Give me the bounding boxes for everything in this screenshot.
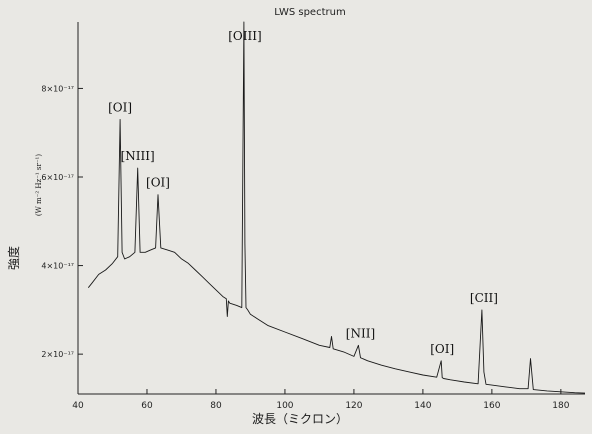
line-label: [OI]: [430, 342, 454, 356]
spectrum-line: [87, 21, 586, 394]
line-label: [NIII]: [121, 149, 155, 163]
x-tick-label: 60: [141, 401, 153, 411]
line-label: [OI]: [146, 176, 170, 190]
line-label: [OIII]: [228, 29, 261, 43]
x-axis-label: 波長（ミクロン）: [252, 412, 348, 426]
line-label: [CII]: [470, 291, 498, 305]
line-annotations: [OI] [NIII] [OI] [OIII] [NII] [OI] [CII]: [108, 29, 498, 356]
y-tick-label: 4×10⁻¹⁷: [41, 262, 74, 271]
x-tick-label: 140: [414, 401, 431, 411]
y-axis-unit: (W m⁻² Hz⁻¹ sr⁻¹): [35, 154, 43, 216]
plot-frame: [77, 22, 585, 395]
x-ticks: 40 60 80 100 120 140 160 180: [72, 389, 570, 411]
x-tick-label: 80: [210, 401, 222, 411]
line-label: [NII]: [346, 326, 375, 340]
x-tick-label: 100: [276, 401, 293, 411]
x-tick-label: 40: [72, 401, 84, 411]
y-axis-label: 強度: [6, 246, 21, 270]
y-tick-label: 8×10⁻¹⁷: [41, 84, 74, 93]
chart-title: LWS spectrum: [274, 7, 345, 18]
y-tick-label: 2×10⁻¹⁷: [41, 350, 74, 359]
line-label: [OI]: [108, 100, 132, 114]
x-tick-label: 120: [345, 401, 362, 411]
x-tick-label: 160: [483, 401, 500, 411]
x-tick-label: 180: [552, 401, 569, 411]
y-tick-label: 6×10⁻¹⁷: [41, 173, 74, 182]
y-ticks: 2×10⁻¹⁷ 4×10⁻¹⁷ 6×10⁻¹⁷ 8×10⁻¹⁷: [41, 84, 83, 359]
